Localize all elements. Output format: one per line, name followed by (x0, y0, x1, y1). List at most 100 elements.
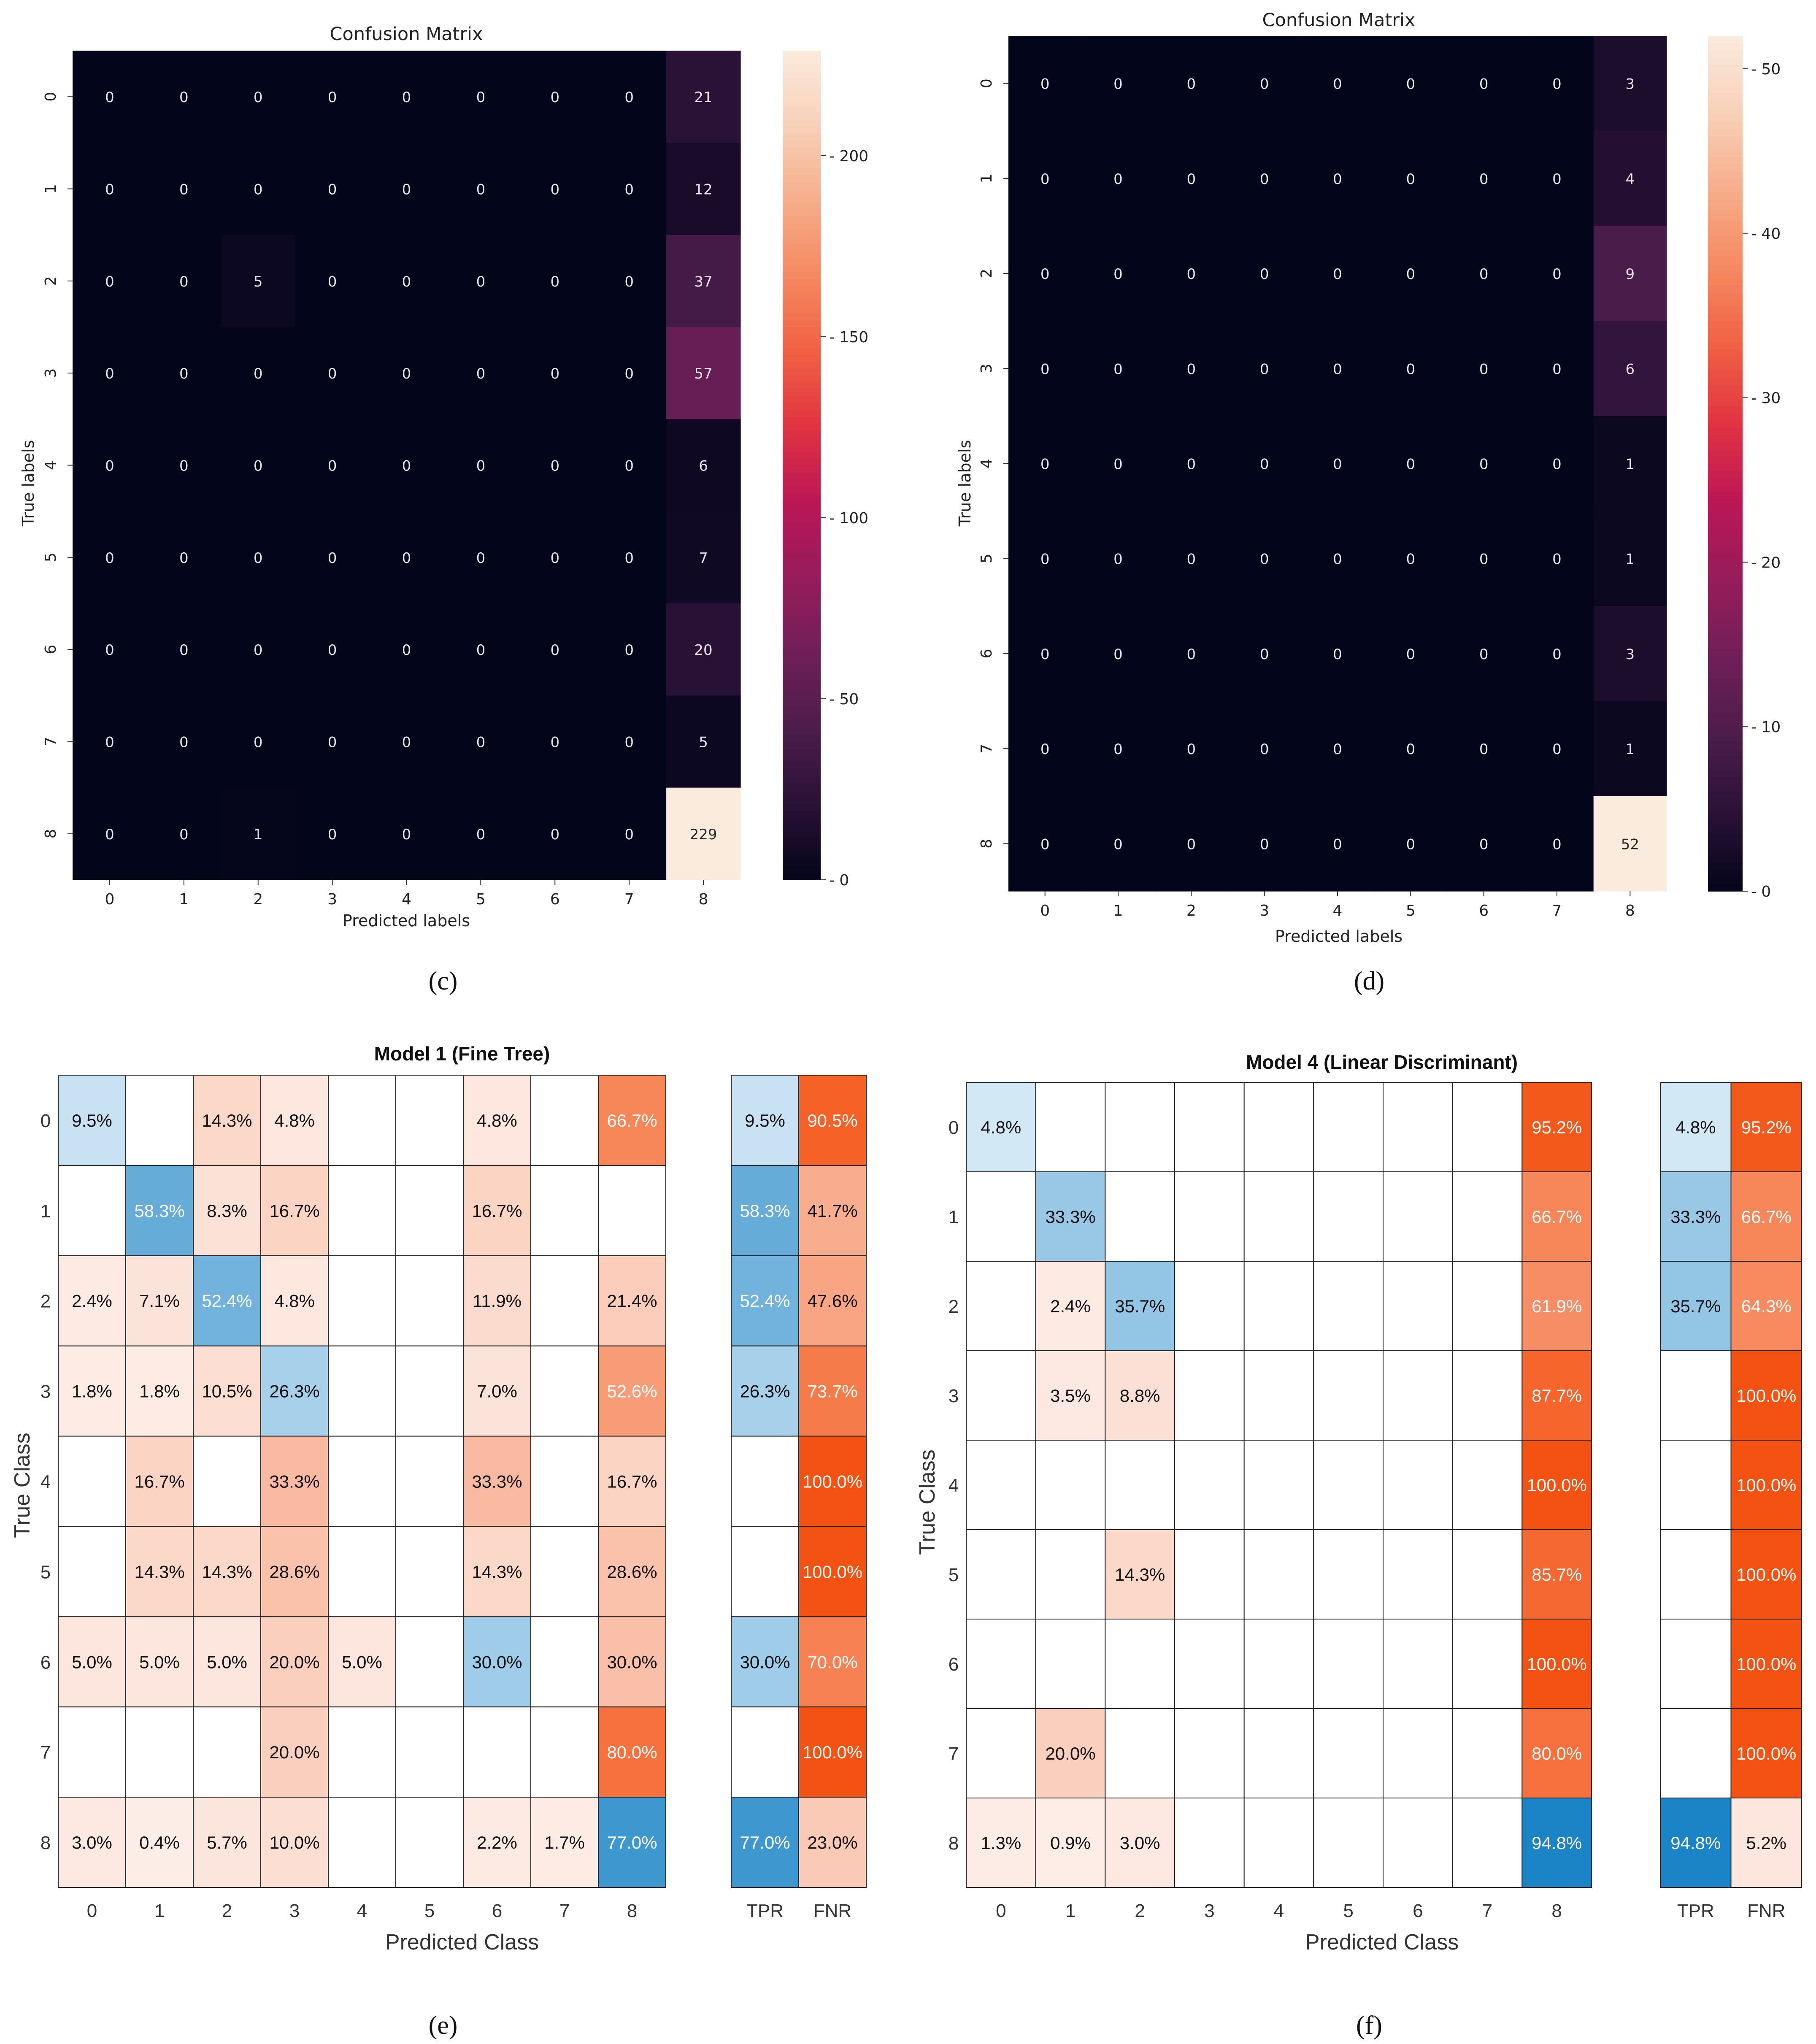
tpr-value-label: 26.3% (740, 1382, 790, 1401)
cell-value-label: 37 (694, 273, 712, 290)
heatmap-cell (221, 787, 296, 880)
colorbar-segment (1708, 649, 1743, 657)
x-tick-label: 8 (699, 891, 708, 908)
heatmap-cell (1593, 36, 1667, 131)
cell-percent-label: 100.0% (1527, 1475, 1586, 1495)
colorbar-tick-label: - 10 (1751, 719, 1781, 736)
confusion-cell (1452, 1440, 1523, 1530)
colorbar-segment (1708, 135, 1743, 143)
heatmap-cell (73, 787, 147, 880)
confusion-cell (1035, 1261, 1106, 1351)
cell-percent-label: 11.9% (473, 1291, 522, 1311)
cell-value-label: 0 (1552, 361, 1562, 378)
cell-value-label: 9 (1626, 266, 1635, 283)
heatmap-cell (1301, 226, 1375, 322)
cell-value-label: 0 (476, 365, 486, 382)
colorbar-segment (783, 306, 821, 314)
colorbar-segment (1708, 870, 1743, 878)
colorbar-tick-label: - 200 (829, 148, 868, 165)
heatmap-cell (443, 143, 518, 235)
confusion-cell (1035, 1440, 1106, 1530)
colorbar-segment (1708, 399, 1743, 407)
heatmap-cell (1593, 606, 1667, 702)
colorbar-tick-label: - 0 (829, 872, 849, 889)
cell-value-label: 0 (1552, 646, 1562, 663)
colorbar-segment (1708, 421, 1743, 428)
colorbar-segment (783, 582, 821, 590)
heatmap-cell (295, 51, 370, 143)
confusion-cell (193, 1075, 261, 1166)
confusion-cell (58, 1075, 126, 1166)
colorbar-segment (1708, 463, 1743, 471)
confusion-cell (1521, 1529, 1592, 1620)
cell-value-label: 0 (1552, 551, 1562, 568)
heatmap-cell (443, 235, 518, 327)
cell-value-label: 0 (1187, 551, 1196, 568)
panel-e-title: Model 1 (Fine Tree) (374, 1043, 550, 1065)
cell-value-label: 0 (1552, 456, 1562, 473)
x-tick-label: 1 (154, 1901, 165, 1921)
confusion-cell (1035, 1798, 1106, 1888)
fnr-cell (1730, 1261, 1802, 1351)
y-tick-label: 6 (949, 1654, 959, 1675)
colorbar-segment (1708, 627, 1743, 635)
colorbar-segment (1708, 506, 1743, 514)
y-tick-label: 7 (41, 1742, 51, 1763)
cell-value-label: 0 (624, 550, 634, 567)
heatmap-cell (146, 419, 222, 512)
cell-value-label: 0 (1040, 646, 1050, 663)
colorbar-segment (1708, 78, 1743, 87)
fnr-value-label: 100.0% (803, 1742, 862, 1762)
y-tick-label: 0 (42, 92, 59, 102)
cell-value-label: 0 (1406, 76, 1416, 93)
y-tick-label: 6 (42, 645, 59, 654)
cell-value-label: 0 (402, 365, 411, 382)
heatmap-cell (369, 143, 444, 235)
cell-value-label: 0 (179, 826, 189, 843)
confusion-cell (1105, 1529, 1175, 1620)
confusion-cell (598, 1165, 666, 1256)
cell-value-label: 0 (550, 826, 559, 843)
cell-percent-label: 30.0% (607, 1652, 657, 1672)
fnr-value-label: 100.0% (803, 1562, 862, 1582)
colorbar-segment (783, 258, 821, 265)
confusion-cell (463, 1165, 531, 1256)
heatmap-cell (221, 419, 296, 512)
cell-value-label: 0 (624, 89, 634, 106)
tpr-value-label: 77.0% (740, 1833, 790, 1852)
colorbar-segment (783, 486, 821, 493)
heatmap-cell (1301, 416, 1375, 511)
cell-percent-label: 4.8% (274, 1111, 315, 1130)
confusion-cell (1313, 1798, 1384, 1888)
x-tick-label: 8 (1625, 902, 1635, 919)
heatmap-cell (518, 143, 592, 235)
colorbar-segment (1708, 542, 1743, 549)
x-tick-label: 5 (476, 891, 486, 908)
panel-f-xlabel: Predicted Class (1305, 1930, 1459, 1955)
heatmap-cell (1374, 226, 1448, 322)
confusion-cell (1313, 1619, 1384, 1709)
x-tick-label: 4 (357, 1901, 367, 1921)
cell-value-label: 0 (1113, 456, 1123, 473)
confusion-cell (1313, 1708, 1384, 1798)
cell-value-label: 6 (699, 458, 708, 475)
colorbar-segment (1708, 456, 1743, 464)
colorbar-segment (1708, 264, 1743, 272)
x-tick-label: 6 (492, 1901, 502, 1921)
x-tick-label: 6 (550, 891, 560, 908)
colorbar-segment (783, 161, 821, 169)
colorbar-segment (1708, 285, 1743, 293)
confusion-cell (125, 1165, 194, 1256)
cell-percent-label: 14.3% (202, 1111, 252, 1130)
confusion-cell (1105, 1082, 1175, 1172)
colorbar-segment (1708, 734, 1743, 742)
cell-percent-label: 66.7% (1532, 1207, 1582, 1227)
cell-percent-label: 3.0% (1120, 1833, 1160, 1853)
cell-value-label: 0 (476, 550, 486, 567)
cell-value-label: 0 (1040, 266, 1050, 283)
confusion-cell (463, 1526, 531, 1617)
colorbar-segment (783, 106, 821, 114)
cell-value-label: 0 (1406, 361, 1416, 378)
heatmap-cell (1301, 606, 1375, 702)
colorbar-segment (783, 700, 821, 708)
